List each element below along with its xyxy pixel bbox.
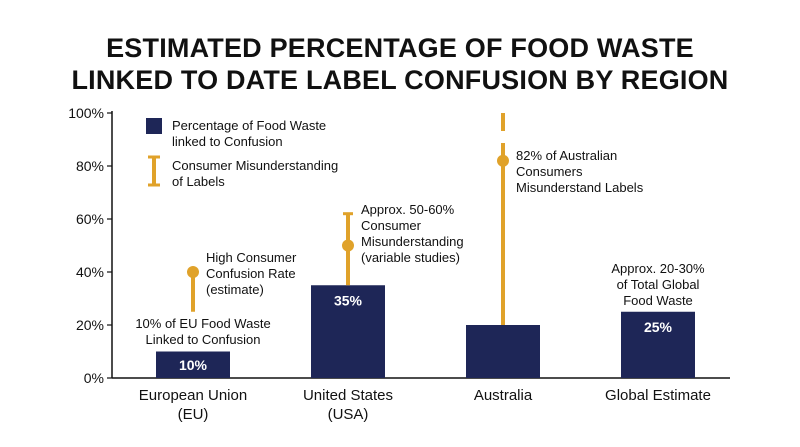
y-tick-label: 0%: [84, 370, 104, 386]
legend-swatch-bars: [146, 118, 162, 134]
data-point: [342, 239, 354, 252]
data-label: 25%: [644, 319, 673, 335]
annotation-text: (estimate): [206, 282, 264, 297]
x-tick-label: United States: [303, 387, 393, 404]
x-tick-label: (USA): [328, 406, 369, 423]
legend-label: of Labels: [172, 174, 225, 189]
data-point: [187, 266, 199, 278]
annotation-text: High Consumer: [206, 250, 297, 265]
annotation-text: Confusion Rate: [206, 266, 296, 281]
y-tick-label: 20%: [76, 317, 104, 333]
annotation-text: Misunderstand Labels: [516, 180, 644, 195]
data-point: [497, 154, 509, 167]
legend-label: Percentage of Food Waste: [172, 118, 326, 133]
x-tick-label: (EU): [178, 406, 209, 423]
chart-title-line-1: ESTIMATED PERCENTAGE OF FOOD WASTE: [106, 33, 694, 63]
chart-title-line-2: LINKED TO DATE LABEL CONFUSION BY REGION: [71, 65, 729, 95]
y-tick-label: 100%: [68, 105, 104, 121]
annotation-text: (variable studies): [361, 250, 460, 265]
bar: [156, 351, 230, 378]
bar: [466, 325, 540, 378]
annotation-text: Approx. 50-60%: [361, 202, 455, 217]
x-tick-label: Australia: [474, 387, 533, 404]
annotation-text: Consumers: [516, 164, 583, 179]
bar: [621, 311, 695, 378]
y-tick-label: 60%: [76, 211, 104, 227]
annotation-text: Food Waste: [623, 293, 693, 308]
x-tick-label: European Union: [139, 387, 247, 404]
bar: [311, 285, 385, 378]
annotation-text: 82% of Australian: [516, 148, 617, 163]
legend-label: linked to Confusion: [172, 134, 283, 149]
chart-title: ESTIMATED PERCENTAGE OF FOOD WASTE LINKE…: [0, 32, 800, 96]
data-label: 35%: [334, 292, 363, 308]
legend-label: Consumer Misunderstanding: [172, 158, 338, 173]
annotation-text: Consumer: [361, 218, 422, 233]
annotation-text: Misunderstanding: [361, 234, 464, 249]
data-label: 10%: [179, 357, 208, 373]
annotation-text: of Total Global: [617, 277, 700, 292]
y-tick-label: 80%: [76, 158, 104, 174]
x-tick-label: Global Estimate: [605, 387, 711, 404]
annotation-text: Approx. 20-30%: [611, 261, 705, 276]
y-tick-label: 40%: [76, 264, 104, 280]
annotation-text: Linked to Confusion: [146, 332, 261, 347]
annotation-text: 10% of EU Food Waste: [135, 316, 270, 331]
